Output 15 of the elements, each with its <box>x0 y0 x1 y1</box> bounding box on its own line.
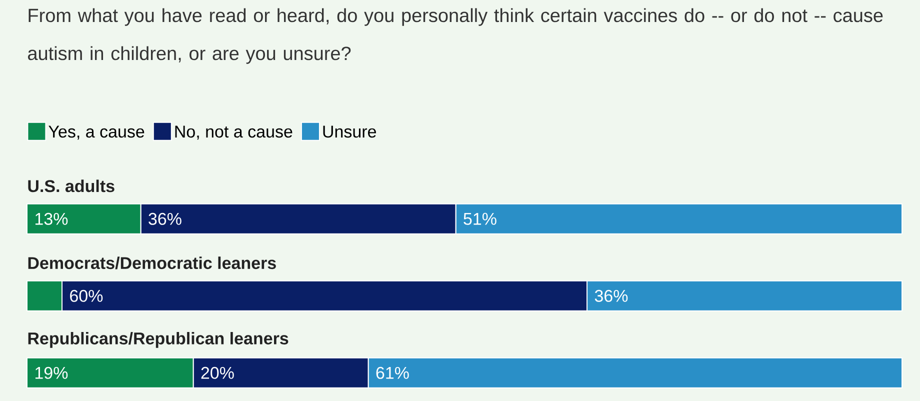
legend-label: Unsure <box>323 126 376 138</box>
data-label: 60% <box>70 290 103 302</box>
y-tick-label: U.S. adults <box>28 180 114 192</box>
data-label: 36% <box>148 212 182 225</box>
data-label: 61% <box>376 366 409 379</box>
data-label: 36% <box>594 290 628 302</box>
legend-label: No, not a cause <box>175 126 292 140</box>
y-tick-label: Democrats/Democratic leaners <box>28 256 276 270</box>
y-tick-label: Republicans/Republican leaners <box>28 332 288 348</box>
legend-label: Yes, a cause <box>48 126 144 140</box>
data-label: 13% <box>36 212 68 225</box>
data-label: 19% <box>36 366 68 379</box>
chart-title: From what you have read or heard, do you personally think certain vaccines do -- or do not -- cause autism in children, or are you unsure? <box>28 8 883 64</box>
data-label: 20% <box>201 366 234 379</box>
data-label: 51% <box>464 212 496 225</box>
